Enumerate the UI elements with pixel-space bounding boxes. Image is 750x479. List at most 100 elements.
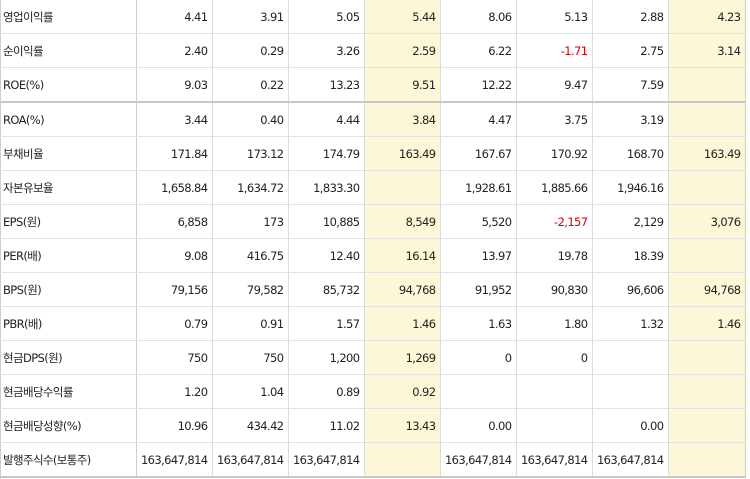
table-cell: 3.91 [212, 0, 289, 34]
table-cell: 1.20 [136, 374, 213, 409]
table-cell: 168.70 [592, 136, 669, 171]
table-cell: 2.75 [592, 33, 669, 68]
table-cell: 6,858 [136, 204, 213, 239]
table-cell: 79,156 [136, 272, 213, 307]
table-cell: 1,269 [364, 340, 441, 375]
table-cell: 5,520 [440, 204, 517, 239]
table-cell: 0.89 [288, 374, 365, 409]
table-cell: 174.79 [288, 136, 365, 171]
table-cell: 7.59 [592, 67, 669, 103]
table-cell: -2,157 [516, 204, 593, 239]
table-cell: 750 [136, 340, 213, 375]
table-cell [592, 340, 669, 375]
table-cell: 0.00 [592, 408, 669, 443]
row-label: BPS(원) [0, 272, 137, 307]
table-cell: 163,647,814 [440, 442, 517, 478]
table-cell: 12.40 [288, 238, 365, 273]
table-cell: 3.14 [668, 33, 746, 68]
table-cell [364, 442, 441, 478]
table-cell: 5.44 [364, 0, 441, 34]
table-row: EPS(원) 6,858 173 10,885 8,549 5,520 -2,157 2,12… [0, 204, 746, 239]
table-cell: 1.57 [288, 306, 365, 341]
table-cell: 1,885.66 [516, 170, 593, 205]
row-label: ROA(%) [0, 102, 137, 137]
table-cell: 12.22 [440, 67, 517, 103]
table-cell: 1,634.72 [212, 170, 289, 205]
table-row: BPS(원) 79,156 79,582 85,732 94,768 91,952 90,8… [0, 272, 746, 307]
table-cell: 10,885 [288, 204, 365, 239]
table-cell: 0.29 [212, 33, 289, 68]
table-cell: 1,833.30 [288, 170, 365, 205]
table-cell: 94,768 [668, 272, 746, 307]
table-cell: 11.02 [288, 408, 365, 443]
table-cell: 416.75 [212, 238, 289, 273]
table-cell: 173.12 [212, 136, 289, 171]
row-label: PER(배) [0, 238, 137, 273]
table-cell: 18.39 [592, 238, 669, 273]
table-cell: 85,732 [288, 272, 365, 307]
table-cell: 1.80 [516, 306, 593, 341]
table-cell: 3.84 [364, 102, 441, 137]
table-cell: 13.43 [364, 408, 441, 443]
table-cell: 90,830 [516, 272, 593, 307]
table-cell: 2.88 [592, 0, 669, 34]
table-cell: 163,647,814 [592, 442, 669, 478]
table-cell: 5.05 [288, 0, 365, 34]
table-cell [592, 374, 669, 409]
table-cell: 96,606 [592, 272, 669, 307]
table-cell [440, 374, 517, 409]
table-row: ROE(%) 9.03 0.22 13.23 9.51 12.22 9.47 7.59 [0, 67, 746, 103]
table-cell: 91,952 [440, 272, 517, 307]
table-cell: 163,647,814 [516, 442, 593, 478]
table-cell: -1.71 [516, 33, 593, 68]
table-cell: 1.46 [364, 306, 441, 341]
table-cell: 2.40 [136, 33, 213, 68]
row-label: 자본유보율 [0, 170, 137, 205]
table-row: 자본유보율 1,658.84 1,634.72 1,833.30 1,928.61 1,8… [0, 170, 746, 205]
table-cell: 0.79 [136, 306, 213, 341]
table-cell [516, 408, 593, 443]
table-cell: 1,658.84 [136, 170, 213, 205]
table-cell [668, 238, 746, 273]
row-label: EPS(원) [0, 204, 137, 239]
row-label: 발행주식수(보통주) [0, 442, 137, 478]
row-label: 현금배당수익률 [0, 374, 137, 409]
table-cell: 0.91 [212, 306, 289, 341]
table-row: 영업이익률 4.41 3.91 5.05 5.44 8.06 5.13 2.88 4.23 [0, 0, 746, 34]
table-cell: 0.22 [212, 67, 289, 103]
row-label: 현금배당성향(%) [0, 408, 137, 443]
table-cell: 170.92 [516, 136, 593, 171]
table-cell: 4.44 [288, 102, 365, 137]
table-row: 발행주식수(보통주) 163,647,814 163,647,814 163,647,… [0, 442, 746, 478]
table-cell: 163,647,814 [212, 442, 289, 478]
table-cell: 0 [440, 340, 517, 375]
table-cell: 3,076 [668, 204, 746, 239]
table-cell: 9.47 [516, 67, 593, 103]
table-cell: 9.51 [364, 67, 441, 103]
table-cell: 750 [212, 340, 289, 375]
table-cell: 13.23 [288, 67, 365, 103]
table-cell: 171.84 [136, 136, 213, 171]
table-cell: 3.44 [136, 102, 213, 137]
table-cell: 4.47 [440, 102, 517, 137]
table-cell: 8.06 [440, 0, 517, 34]
table-cell: 0.00 [440, 408, 517, 443]
table-cell: 3.19 [592, 102, 669, 137]
table-row: 현금배당성향(%) 10.96 434.42 11.02 13.43 0.00 0.00 [0, 408, 746, 443]
row-label: 순이익률 [0, 33, 137, 68]
table-cell: 94,768 [364, 272, 441, 307]
table-cell: 2,129 [592, 204, 669, 239]
table-cell: 1,946.16 [592, 170, 669, 205]
table-cell: 9.03 [136, 67, 213, 103]
table-cell: 163.49 [668, 136, 746, 171]
table-row: ROA(%) 3.44 0.40 4.44 3.84 4.47 3.75 3.19 [0, 102, 746, 137]
table-cell [668, 442, 746, 478]
table-cell: 1.46 [668, 306, 746, 341]
table-cell: 6.22 [440, 33, 517, 68]
table-cell [668, 340, 746, 375]
table-cell [668, 170, 746, 205]
table-cell: 9.08 [136, 238, 213, 273]
table-cell: 167.67 [440, 136, 517, 171]
table-cell: 163,647,814 [288, 442, 365, 478]
table-cell [668, 408, 746, 443]
